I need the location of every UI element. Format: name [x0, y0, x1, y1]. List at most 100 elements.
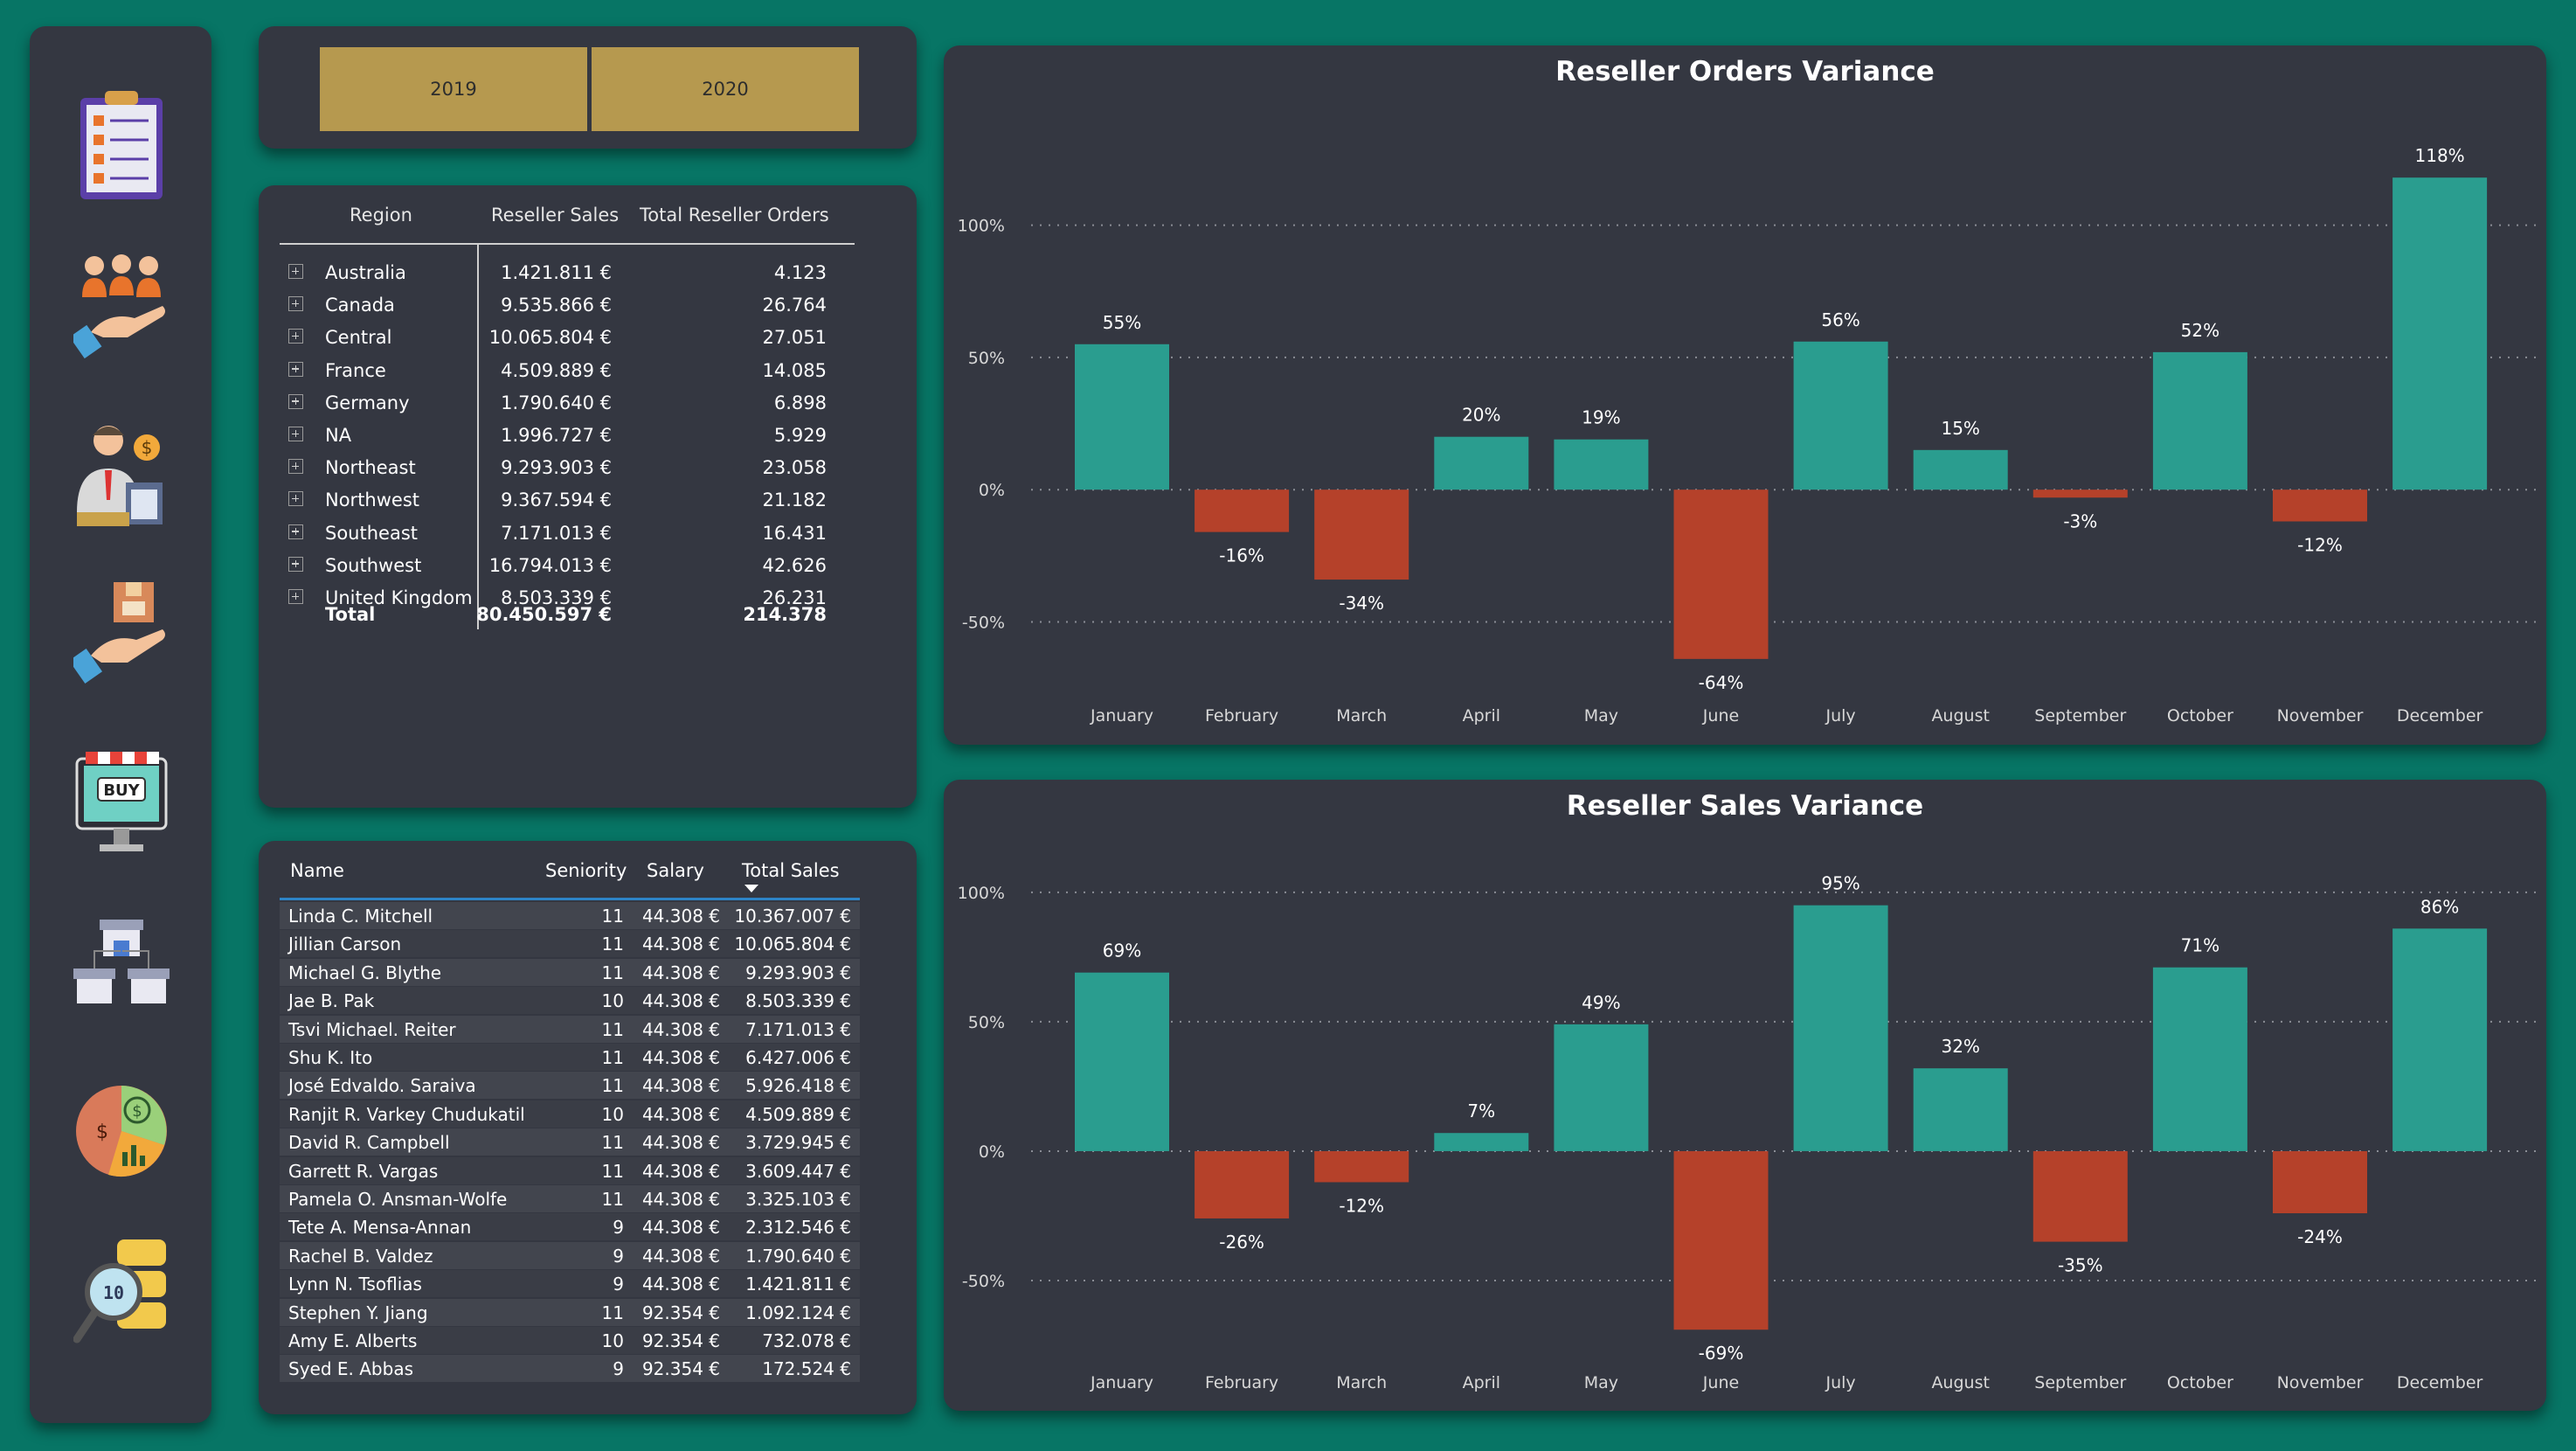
table-row[interactable]: Rachel B. Valdez 9 44.308 € 1.790.640 € — [280, 1241, 860, 1269]
sort-desc-icon[interactable] — [744, 885, 758, 892]
bar-april[interactable] — [1434, 436, 1529, 490]
pie-money-icon[interactable]: $ $ — [73, 1072, 170, 1185]
bar-october[interactable] — [2152, 967, 2247, 1151]
bar-may[interactable] — [1554, 1024, 1649, 1151]
expand-icon[interactable] — [288, 459, 303, 475]
bar-january[interactable] — [1075, 344, 1169, 490]
table-row[interactable]: Shu K. Ito 11 44.308 € 6.427.006 € — [280, 1044, 860, 1071]
x-tick-label: August — [1931, 1373, 1990, 1392]
bar-august[interactable] — [1913, 449, 2008, 490]
bar-march[interactable] — [1314, 489, 1409, 580]
stores-icon[interactable] — [73, 913, 170, 1026]
employee-name: Pamela O. Ansman-Wolfe — [288, 1189, 508, 1210]
bar-april[interactable] — [1434, 1133, 1529, 1151]
region-row[interactable]: Germany 1.790.640 € 6.898 — [288, 387, 865, 420]
table-row[interactable]: Syed E. Abbas 9 92.354 € 172.524 € — [280, 1355, 860, 1383]
region-row[interactable]: Southeast 7.171.013 € 16.431 — [288, 517, 865, 550]
buy-monitor-icon[interactable]: BUY — [73, 746, 170, 860]
clipboard-checklist-icon[interactable] — [73, 89, 170, 203]
bar-may[interactable] — [1554, 439, 1649, 490]
data-label: 86% — [2420, 896, 2459, 917]
data-search-icon[interactable]: 10 — [73, 1236, 170, 1350]
sidebar: $ BUY — [30, 26, 211, 1423]
y-tick-label: 50% — [968, 1013, 1005, 1032]
region-row[interactable]: France 4.509.889 € 14.085 — [288, 355, 865, 387]
employee-seniority: 11 — [601, 906, 624, 927]
bar-february[interactable] — [1195, 1150, 1290, 1218]
employee-seniority: 10 — [601, 990, 624, 1012]
table-row[interactable]: Jae B. Pak 10 44.308 € 8.503.339 € — [280, 987, 860, 1015]
bar-november[interactable] — [2273, 1150, 2367, 1214]
sales-header[interactable]: Reseller Sales — [491, 205, 620, 226]
bar-march[interactable] — [1314, 1150, 1409, 1183]
table-row[interactable]: Amy E. Alberts 10 92.354 € 732.078 € — [280, 1327, 860, 1354]
hand-box-icon[interactable] — [68, 575, 170, 689]
expand-icon[interactable] — [288, 427, 303, 441]
bar-january[interactable] — [1075, 972, 1169, 1151]
table-row[interactable]: David R. Campbell 11 44.308 € 3.729.945 € — [280, 1128, 860, 1156]
name-header[interactable]: Name — [290, 860, 344, 881]
table-row[interactable]: Stephen Y. Jiang 11 92.354 € 1.092.124 € — [280, 1298, 860, 1326]
region-orders: 6.898 — [773, 392, 827, 413]
table-row[interactable]: Lynn N. Tsoflias 9 44.308 € 1.421.811 € — [280, 1270, 860, 1298]
orders-header[interactable]: Total Reseller Orders — [640, 205, 829, 226]
region-row[interactable]: Northwest 9.367.594 € 21.182 — [288, 484, 865, 517]
table-row[interactable]: Pamela O. Ansman-Wolfe 11 44.308 € 3.325.10… — [280, 1185, 860, 1212]
table-row[interactable]: Michael G. Blythe 11 44.308 € 9.293.903 € — [280, 958, 860, 986]
bar-june[interactable] — [1673, 489, 1769, 659]
employee-total-sales: 10.367.007 € — [734, 906, 851, 927]
table-row[interactable]: Garrett R. Vargas 11 44.308 € 3.609.447 € — [280, 1156, 860, 1184]
expand-icon[interactable] — [288, 491, 303, 507]
seniority-header[interactable]: Seniority — [545, 860, 627, 881]
table-row[interactable]: Tsvi Michael. Reiter 11 44.308 € 7.171.013 … — [280, 1015, 860, 1043]
region-header[interactable]: Region — [350, 205, 412, 226]
region-row[interactable]: Central 10.065.804 € 27.051 — [288, 322, 865, 354]
region-row[interactable]: NA 1.996.727 € 5.929 — [288, 420, 865, 452]
data-label: 20% — [1462, 405, 1500, 426]
expand-icon[interactable] — [288, 296, 303, 312]
employee-name: Lynn N. Tsoflias — [288, 1274, 422, 1295]
employee-salary: 44.308 € — [641, 1103, 720, 1125]
region-row[interactable]: Southwest 16.794.013 € 42.626 — [288, 550, 865, 582]
employee-salary: 44.308 € — [641, 1189, 720, 1210]
salary-header[interactable]: Salary — [647, 860, 704, 881]
year-button-2019[interactable]: 2019 — [320, 47, 587, 131]
employee-name: Tete A. Mensa-Annan — [288, 1217, 472, 1239]
salesman-icon[interactable]: $ — [73, 416, 170, 530]
region-row[interactable]: Northeast 9.293.903 € 23.058 — [288, 452, 865, 484]
expand-icon[interactable] — [288, 264, 303, 279]
expand-icon[interactable] — [288, 524, 303, 539]
total-sales-header[interactable]: Total Sales — [742, 860, 840, 881]
bar-december[interactable] — [2392, 928, 2488, 1151]
people-hand-icon[interactable] — [69, 248, 170, 362]
region-total-row: Total 80.450.597 € 214.378 — [288, 599, 865, 631]
expand-icon[interactable] — [288, 361, 303, 377]
table-row[interactable]: José Edvaldo. Saraiva 11 44.308 € 5.926.418… — [280, 1072, 860, 1100]
employee-salary: 44.308 € — [641, 1132, 720, 1154]
expand-icon[interactable] — [288, 329, 303, 344]
bar-october[interactable] — [2152, 351, 2247, 490]
region-orders: 16.431 — [762, 522, 827, 544]
expand-icon[interactable] — [288, 556, 303, 572]
region-row[interactable]: Australia 1.421.811 € 4.123 — [288, 257, 865, 289]
data-label: 95% — [1821, 873, 1859, 894]
bar-june[interactable] — [1673, 1150, 1769, 1330]
bar-july[interactable] — [1793, 341, 1888, 490]
bar-september[interactable] — [2032, 489, 2128, 498]
bar-february[interactable] — [1195, 489, 1290, 532]
expand-icon[interactable] — [288, 589, 303, 604]
bar-july[interactable] — [1793, 905, 1888, 1151]
employee-total-sales: 3.609.447 € — [745, 1160, 851, 1182]
region-row[interactable]: Canada 9.535.866 € 26.764 — [288, 289, 865, 322]
expand-icon[interactable] — [288, 393, 303, 409]
bar-august[interactable] — [1913, 1068, 2008, 1151]
year-button-2020[interactable]: 2020 — [592, 47, 859, 131]
bar-september[interactable] — [2032, 1150, 2128, 1242]
bar-december[interactable] — [2392, 177, 2488, 490]
bar-november[interactable] — [2273, 489, 2367, 522]
table-row[interactable]: Ranjit R. Varkey Chudukatil 10 44.308 € 4.5… — [280, 1100, 860, 1128]
table-row[interactable]: Jillian Carson 11 44.308 € 10.065.804 € — [280, 930, 860, 958]
table-row[interactable]: Linda C. Mitchell 11 44.308 € 10.367.007 € — [280, 902, 860, 929]
region-row[interactable]: United Kingdom 8.503.339 € 26.231 — [288, 582, 865, 614]
table-row[interactable]: Tete A. Mensa-Annan 9 44.308 € 2.312.546 € — [280, 1213, 860, 1241]
